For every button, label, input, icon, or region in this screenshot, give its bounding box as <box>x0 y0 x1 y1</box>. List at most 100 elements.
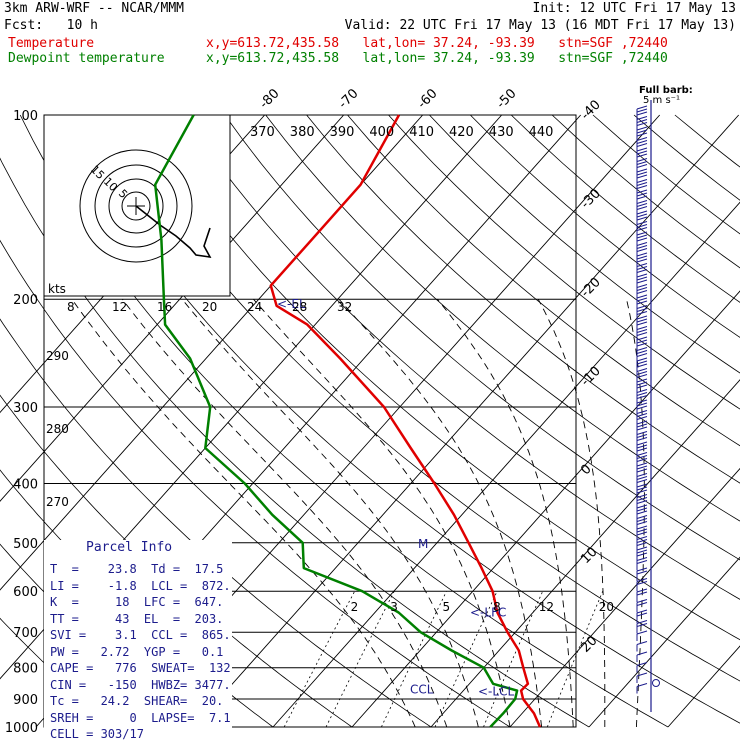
wind-barb <box>637 537 647 540</box>
wind-barbs: Full barb:5 m s⁻¹ <box>637 85 693 712</box>
wind-barb <box>637 141 647 144</box>
parcel-info-row: T = 23.8 Td = 17.5 <box>50 562 223 576</box>
wind-barb <box>637 259 647 262</box>
wind-barb <box>637 393 647 396</box>
wind-barb <box>637 453 647 456</box>
wind-barb <box>637 354 647 357</box>
wind-barb <box>637 330 647 333</box>
pressure-tick-label: 1000 <box>5 721 38 736</box>
speed-label: 20 <box>202 300 217 314</box>
wind-barb <box>637 253 647 256</box>
level-annotation: <-LCL <box>478 685 514 699</box>
wind-barb <box>637 361 647 364</box>
wind-barb <box>637 337 647 340</box>
pressure-tick-label: 200 <box>13 293 38 308</box>
wind-barb <box>637 162 647 165</box>
wind-barb <box>637 243 647 246</box>
wind-barb <box>637 432 647 435</box>
wind-barb <box>637 505 647 508</box>
wind-barb <box>637 144 647 147</box>
wind-barb <box>637 274 647 277</box>
parcel-info-panel: Parcel Info T = 23.8 Td = 17.5 LI = -1.8 … <box>44 540 232 738</box>
wind-barb <box>637 532 647 535</box>
speed-label: 8 <box>67 300 75 314</box>
wind-barb <box>637 298 647 301</box>
wind-barb <box>637 322 647 325</box>
wind-barb <box>637 285 647 288</box>
wind-barb <box>637 421 647 424</box>
theta-label: 390 <box>330 125 355 140</box>
wind-barb <box>637 319 647 322</box>
pressure-tick-label: 300 <box>13 401 38 416</box>
mixing-ratio-label: 5 <box>443 600 451 614</box>
parcel-info-row: CELL = 303/17 <box>50 727 144 741</box>
wind-barb <box>637 543 647 546</box>
wind-barb <box>637 424 647 427</box>
wind-barb <box>637 169 647 172</box>
wind-barb <box>637 477 647 480</box>
wind-barb <box>637 480 647 483</box>
isotherm-tick-label: -20 <box>578 275 604 301</box>
pressure-tick-label: 800 <box>13 662 38 677</box>
level-annotation: <-LFC <box>470 605 506 619</box>
parcel-info-row: TT = 43 EL = 203. <box>50 612 223 626</box>
wind-barb <box>637 309 647 312</box>
parcel-info-row: CIN = -150 HWBZ= 3477. <box>50 678 231 692</box>
level-annotation: CCL <box>410 682 434 696</box>
mixing-ratio-label: 3 <box>390 600 398 614</box>
wind-barb <box>637 466 647 469</box>
dry-adiabat <box>593 115 740 727</box>
pressure-tick-label: 100 <box>13 109 38 124</box>
wind-barb <box>637 474 647 477</box>
height-label: 270 <box>46 495 69 509</box>
mixing-ratio-label: 20 <box>599 600 614 614</box>
parcel-info-row: LI = -1.8 LCL = 872. <box>50 579 231 593</box>
wind-barb <box>637 175 647 178</box>
wind-barb <box>637 508 647 511</box>
height-label: 290 <box>46 349 69 363</box>
dry-adiabat <box>675 115 740 727</box>
theta-label: 440 <box>529 125 554 140</box>
speed-label: 32 <box>337 300 352 314</box>
wind-barb <box>637 369 647 372</box>
wind-barb <box>637 652 647 655</box>
theta-label: 410 <box>409 125 434 140</box>
wind-barb <box>637 165 647 168</box>
wind-barb <box>637 642 647 645</box>
pressure-tick-label: 500 <box>13 537 38 552</box>
wind-barb <box>637 427 647 430</box>
parcel-info-row: Tc = 24.2 SHEAR= 20. <box>50 694 223 708</box>
wind-barb <box>637 442 647 445</box>
speed-label: 24 <box>247 300 262 314</box>
wind-barb <box>637 568 647 571</box>
wind-barb <box>637 204 647 207</box>
wind-barb <box>637 498 647 501</box>
theta-label: 430 <box>489 125 514 140</box>
wind-barb <box>637 382 647 385</box>
isotherm-tick-label: -70 <box>336 86 362 112</box>
wind-barb <box>637 519 647 522</box>
wind-barb <box>637 469 647 472</box>
parcel-info-title: Parcel Info <box>86 540 172 555</box>
wind-barb <box>637 340 647 343</box>
wind-barb <box>637 550 647 553</box>
wind-barb <box>637 501 647 504</box>
isotherm-tick-label: 20 <box>578 633 600 655</box>
wind-barb <box>637 180 647 183</box>
wind-barb <box>637 558 647 561</box>
height-label: 280 <box>46 422 69 436</box>
wind-barb <box>637 351 647 354</box>
wind-barb <box>637 516 647 519</box>
parcel-info-row: PW = 2.72 YGP = 0.1 <box>50 645 223 659</box>
theta-label: 370 <box>250 125 275 140</box>
isotherm-tick-label: -50 <box>494 86 520 112</box>
wind-barb <box>637 246 647 249</box>
wind-barb <box>637 445 647 448</box>
wind-barb <box>637 249 647 252</box>
mixing-ratio-label: 12 <box>539 600 554 614</box>
pressure-tick-label: 400 <box>13 477 38 492</box>
wind-barb <box>637 400 647 403</box>
calm-wind-circle <box>653 680 660 687</box>
wind-barb <box>637 553 647 556</box>
